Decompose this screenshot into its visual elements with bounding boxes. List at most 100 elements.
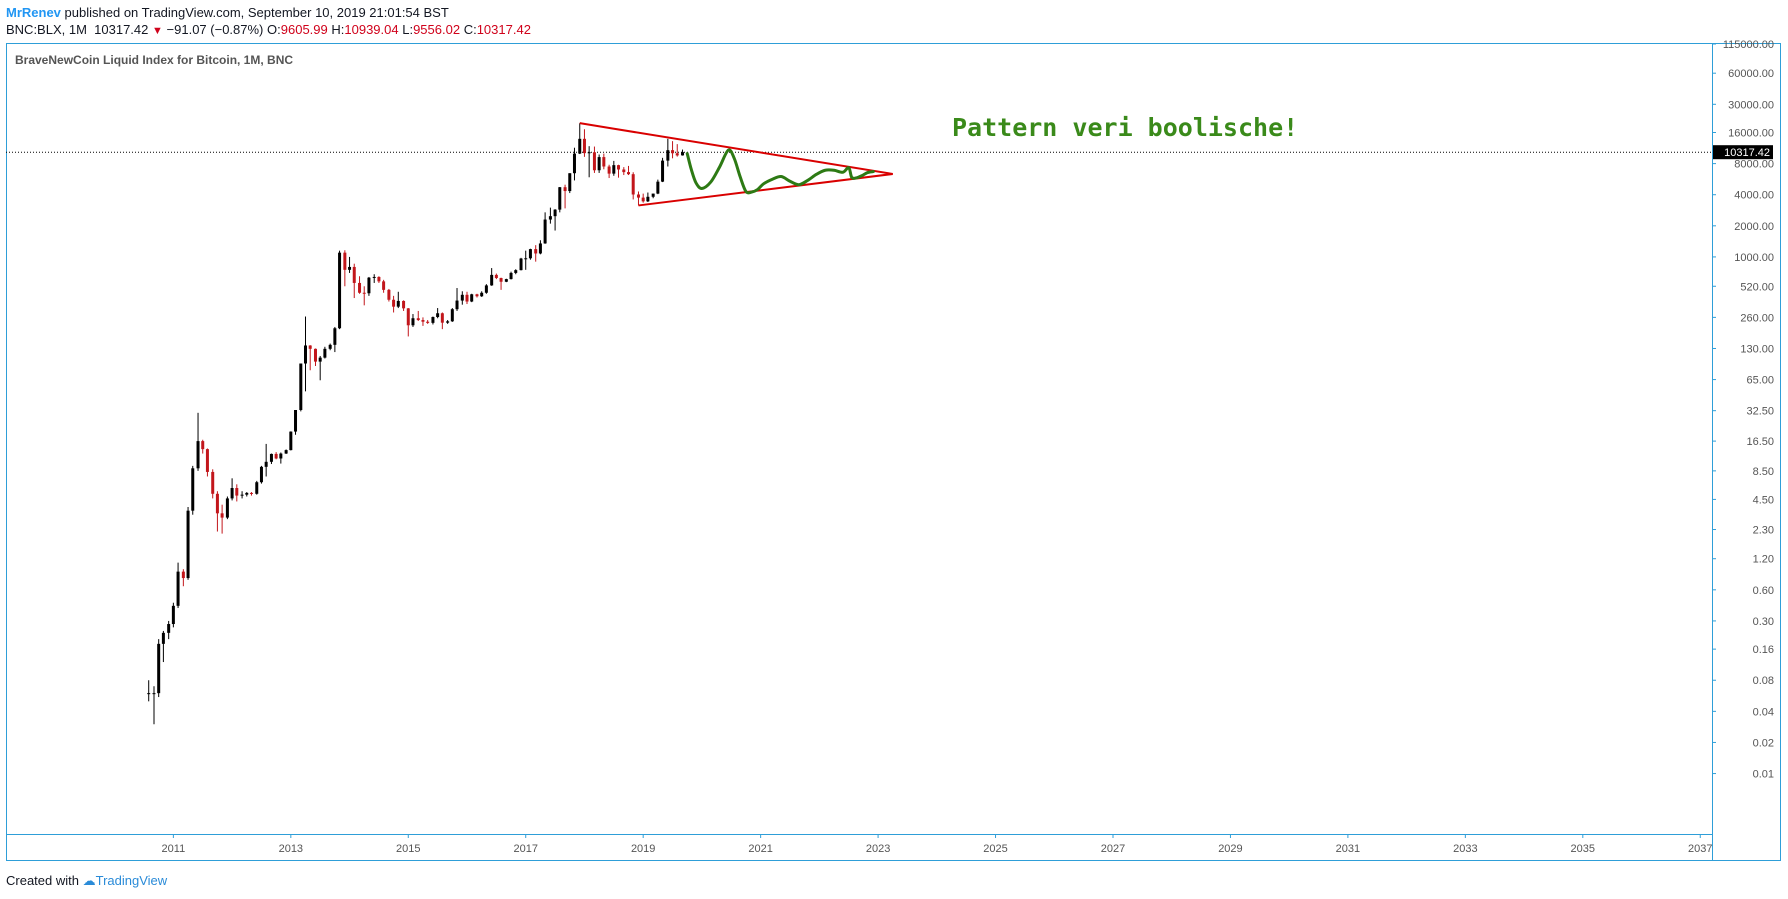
candle: [440, 312, 444, 330]
candle: [671, 141, 675, 159]
candle: [607, 164, 611, 179]
candle-body: [382, 281, 386, 290]
price-tick-label: 65.00: [1746, 375, 1774, 387]
candle-body: [245, 492, 249, 495]
candle-body: [681, 152, 685, 156]
time-tick-label: 2027: [1101, 843, 1125, 855]
price-tick-label: 130.00: [1740, 343, 1774, 355]
pattern-annotation[interactable]: Pattern veri boolische!: [952, 113, 1298, 142]
candle: [538, 240, 542, 255]
candle-body: [157, 643, 161, 694]
candle: [572, 147, 576, 181]
candle-body: [304, 345, 308, 364]
candle: [578, 123, 582, 155]
triangle-trendline[interactable]: [638, 172, 893, 207]
candle-body: [328, 344, 332, 349]
candle-body: [318, 357, 322, 362]
candle-body: [543, 219, 547, 244]
candle: [406, 308, 410, 337]
candle: [387, 288, 391, 302]
time-tick-label: 2035: [1571, 843, 1595, 855]
candle: [411, 314, 415, 327]
candle: [602, 153, 606, 170]
time-tick-label: 2011: [162, 843, 186, 855]
price-tick-label: 16000.00: [1728, 128, 1774, 140]
candle-body: [431, 317, 435, 323]
candle-body: [294, 409, 298, 432]
candle-body: [568, 173, 572, 192]
candle-body: [299, 363, 303, 410]
price-tick-label: 8000.00: [1734, 159, 1774, 171]
candle-body: [671, 150, 675, 154]
candle: [631, 172, 635, 200]
candle-body: [196, 441, 200, 469]
candle-body: [377, 276, 381, 282]
candle-body: [661, 160, 665, 182]
price-axis-border: [1712, 43, 1781, 861]
candle-body: [641, 197, 645, 202]
candle-body: [343, 252, 347, 270]
candle: [181, 569, 185, 587]
candle-body: [636, 194, 640, 198]
candle-body: [612, 165, 616, 174]
candle: [543, 212, 547, 244]
tradingview-brand[interactable]: TradingView: [95, 873, 168, 888]
candle: [641, 193, 645, 203]
candle: [509, 271, 513, 280]
candle-body: [617, 165, 621, 170]
candle-body: [249, 492, 253, 494]
candle-body: [176, 571, 180, 606]
candle: [402, 300, 406, 311]
candle: [284, 449, 288, 454]
candle: [255, 480, 259, 495]
candle-body: [338, 252, 342, 329]
candle: [666, 138, 670, 167]
candle-body: [259, 466, 263, 483]
candle-body: [411, 318, 415, 326]
candle: [358, 276, 362, 294]
candle-body: [279, 453, 283, 459]
candle: [323, 346, 327, 359]
ohlc-header: BNC:BLX, 1M 10317.42 ▼ −91.07 (−0.87%) O…: [6, 22, 531, 39]
price-axis[interactable]: 115000.00 60000.00 30000.00 16000.00 8000.00…: [1712, 39, 1774, 781]
author-link[interactable]: MrRenev: [6, 5, 61, 20]
candle: [396, 291, 400, 309]
candle-body: [465, 294, 469, 302]
candle: [617, 164, 621, 178]
candle: [636, 191, 640, 206]
price-tick-label: 2000.00: [1734, 221, 1774, 233]
tradingview-cloud-icon[interactable]: ☁: [82, 873, 96, 888]
candle-body: [626, 172, 630, 175]
candle: [176, 562, 180, 609]
price-tick-label: 2.30: [1753, 525, 1774, 537]
time-axis[interactable]: 2011 2013 2015 2017 2019 2021 2023 2025 2027 2029…: [162, 834, 1713, 855]
candle-body: [308, 345, 312, 349]
candle-body: [514, 270, 518, 273]
triangle-trendline[interactable]: [579, 122, 893, 175]
candle: [211, 469, 215, 499]
candle: [372, 274, 376, 283]
candle-body: [402, 300, 406, 309]
time-tick-label: 2013: [279, 843, 303, 855]
price-tick-label: 16.50: [1746, 436, 1774, 448]
candle: [465, 291, 469, 305]
candle: [201, 439, 205, 454]
candle-body: [392, 299, 396, 307]
candle: [450, 308, 454, 322]
candle: [519, 257, 523, 271]
price-tick-label: 0.16: [1753, 644, 1774, 656]
candle-body: [563, 187, 567, 192]
candle-body: [367, 277, 371, 294]
projected-wave-path[interactable]: [685, 148, 875, 195]
candle: [651, 193, 655, 199]
candle: [167, 620, 171, 640]
candle: [446, 320, 450, 324]
candle: [196, 412, 200, 471]
candle-body: [205, 449, 209, 472]
candle-body: [215, 493, 219, 514]
chart-pane-border: [6, 43, 1713, 835]
time-tick-label: 2015: [396, 843, 420, 855]
high-value: 10939.04: [344, 22, 399, 37]
drawings-layer[interactable]: [579, 122, 893, 207]
